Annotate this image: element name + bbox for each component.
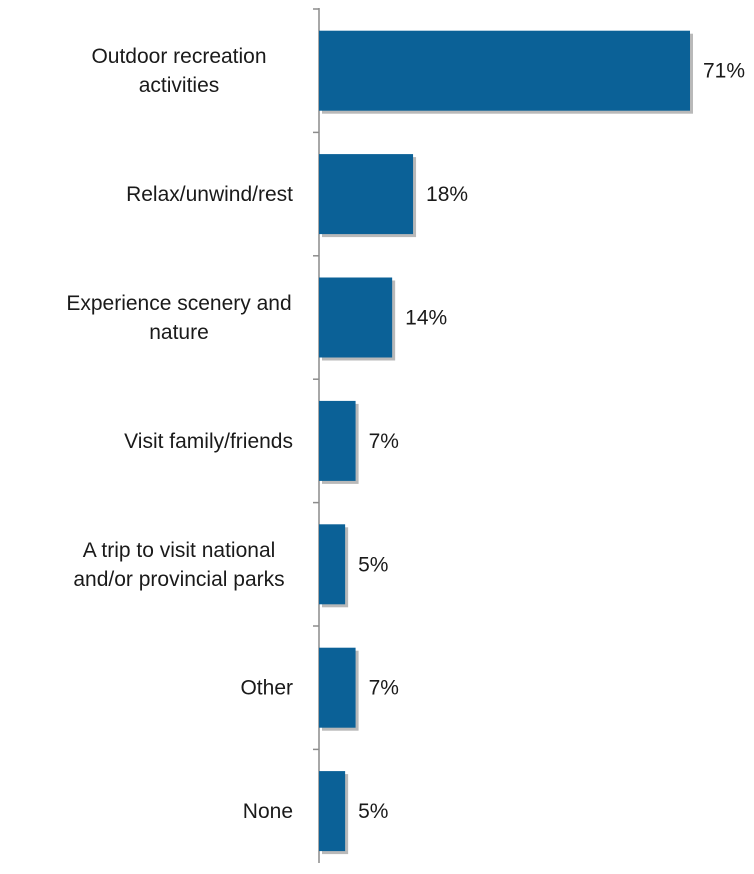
value-label: 5% — [358, 800, 388, 823]
bars-group — [319, 30, 693, 855]
category-label-line: Relax/unwind/rest — [126, 183, 293, 206]
bar — [319, 277, 393, 358]
value-label: 7% — [369, 430, 399, 453]
bar — [319, 771, 346, 852]
value-label: 71% — [703, 60, 745, 83]
category-label-line: Visit family/friends — [124, 430, 293, 453]
category-label: Experience scenery and nature — [66, 292, 291, 344]
bar — [319, 400, 356, 481]
category-label: Relax/unwind/rest — [126, 183, 293, 206]
value-label: 5% — [358, 553, 388, 576]
category-label-line: Outdoor recreation — [91, 45, 266, 68]
category-label-line: None — [243, 800, 293, 823]
bar — [319, 30, 690, 111]
value-label: 14% — [405, 307, 447, 330]
bar — [319, 647, 356, 728]
category-label-line: and/or provincial parks — [73, 568, 284, 591]
category-label-line: nature — [149, 321, 209, 344]
category-label-line: A trip to visit national — [83, 539, 276, 562]
category-label-line: Other — [240, 677, 293, 700]
category-labels: Outdoor recreation activities Relax/unwind… — [66, 45, 293, 823]
category-label-line: Experience scenery and — [66, 292, 291, 315]
category-label-line: activities — [139, 74, 220, 97]
value-label: 18% — [426, 183, 468, 206]
category-axis-ticks — [313, 8, 319, 874]
category-label: None — [243, 800, 293, 823]
category-label: Outdoor recreation activities — [91, 45, 266, 97]
category-label: A trip to visit national and/or provincia… — [73, 539, 284, 591]
value-labels: 71% 18% 14% 7% 5% 7% 5% — [358, 60, 745, 823]
bar — [319, 154, 414, 235]
category-label: Other — [240, 677, 293, 700]
category-label: Visit family/friends — [124, 430, 293, 453]
bar — [319, 524, 346, 605]
value-label: 7% — [369, 677, 399, 700]
